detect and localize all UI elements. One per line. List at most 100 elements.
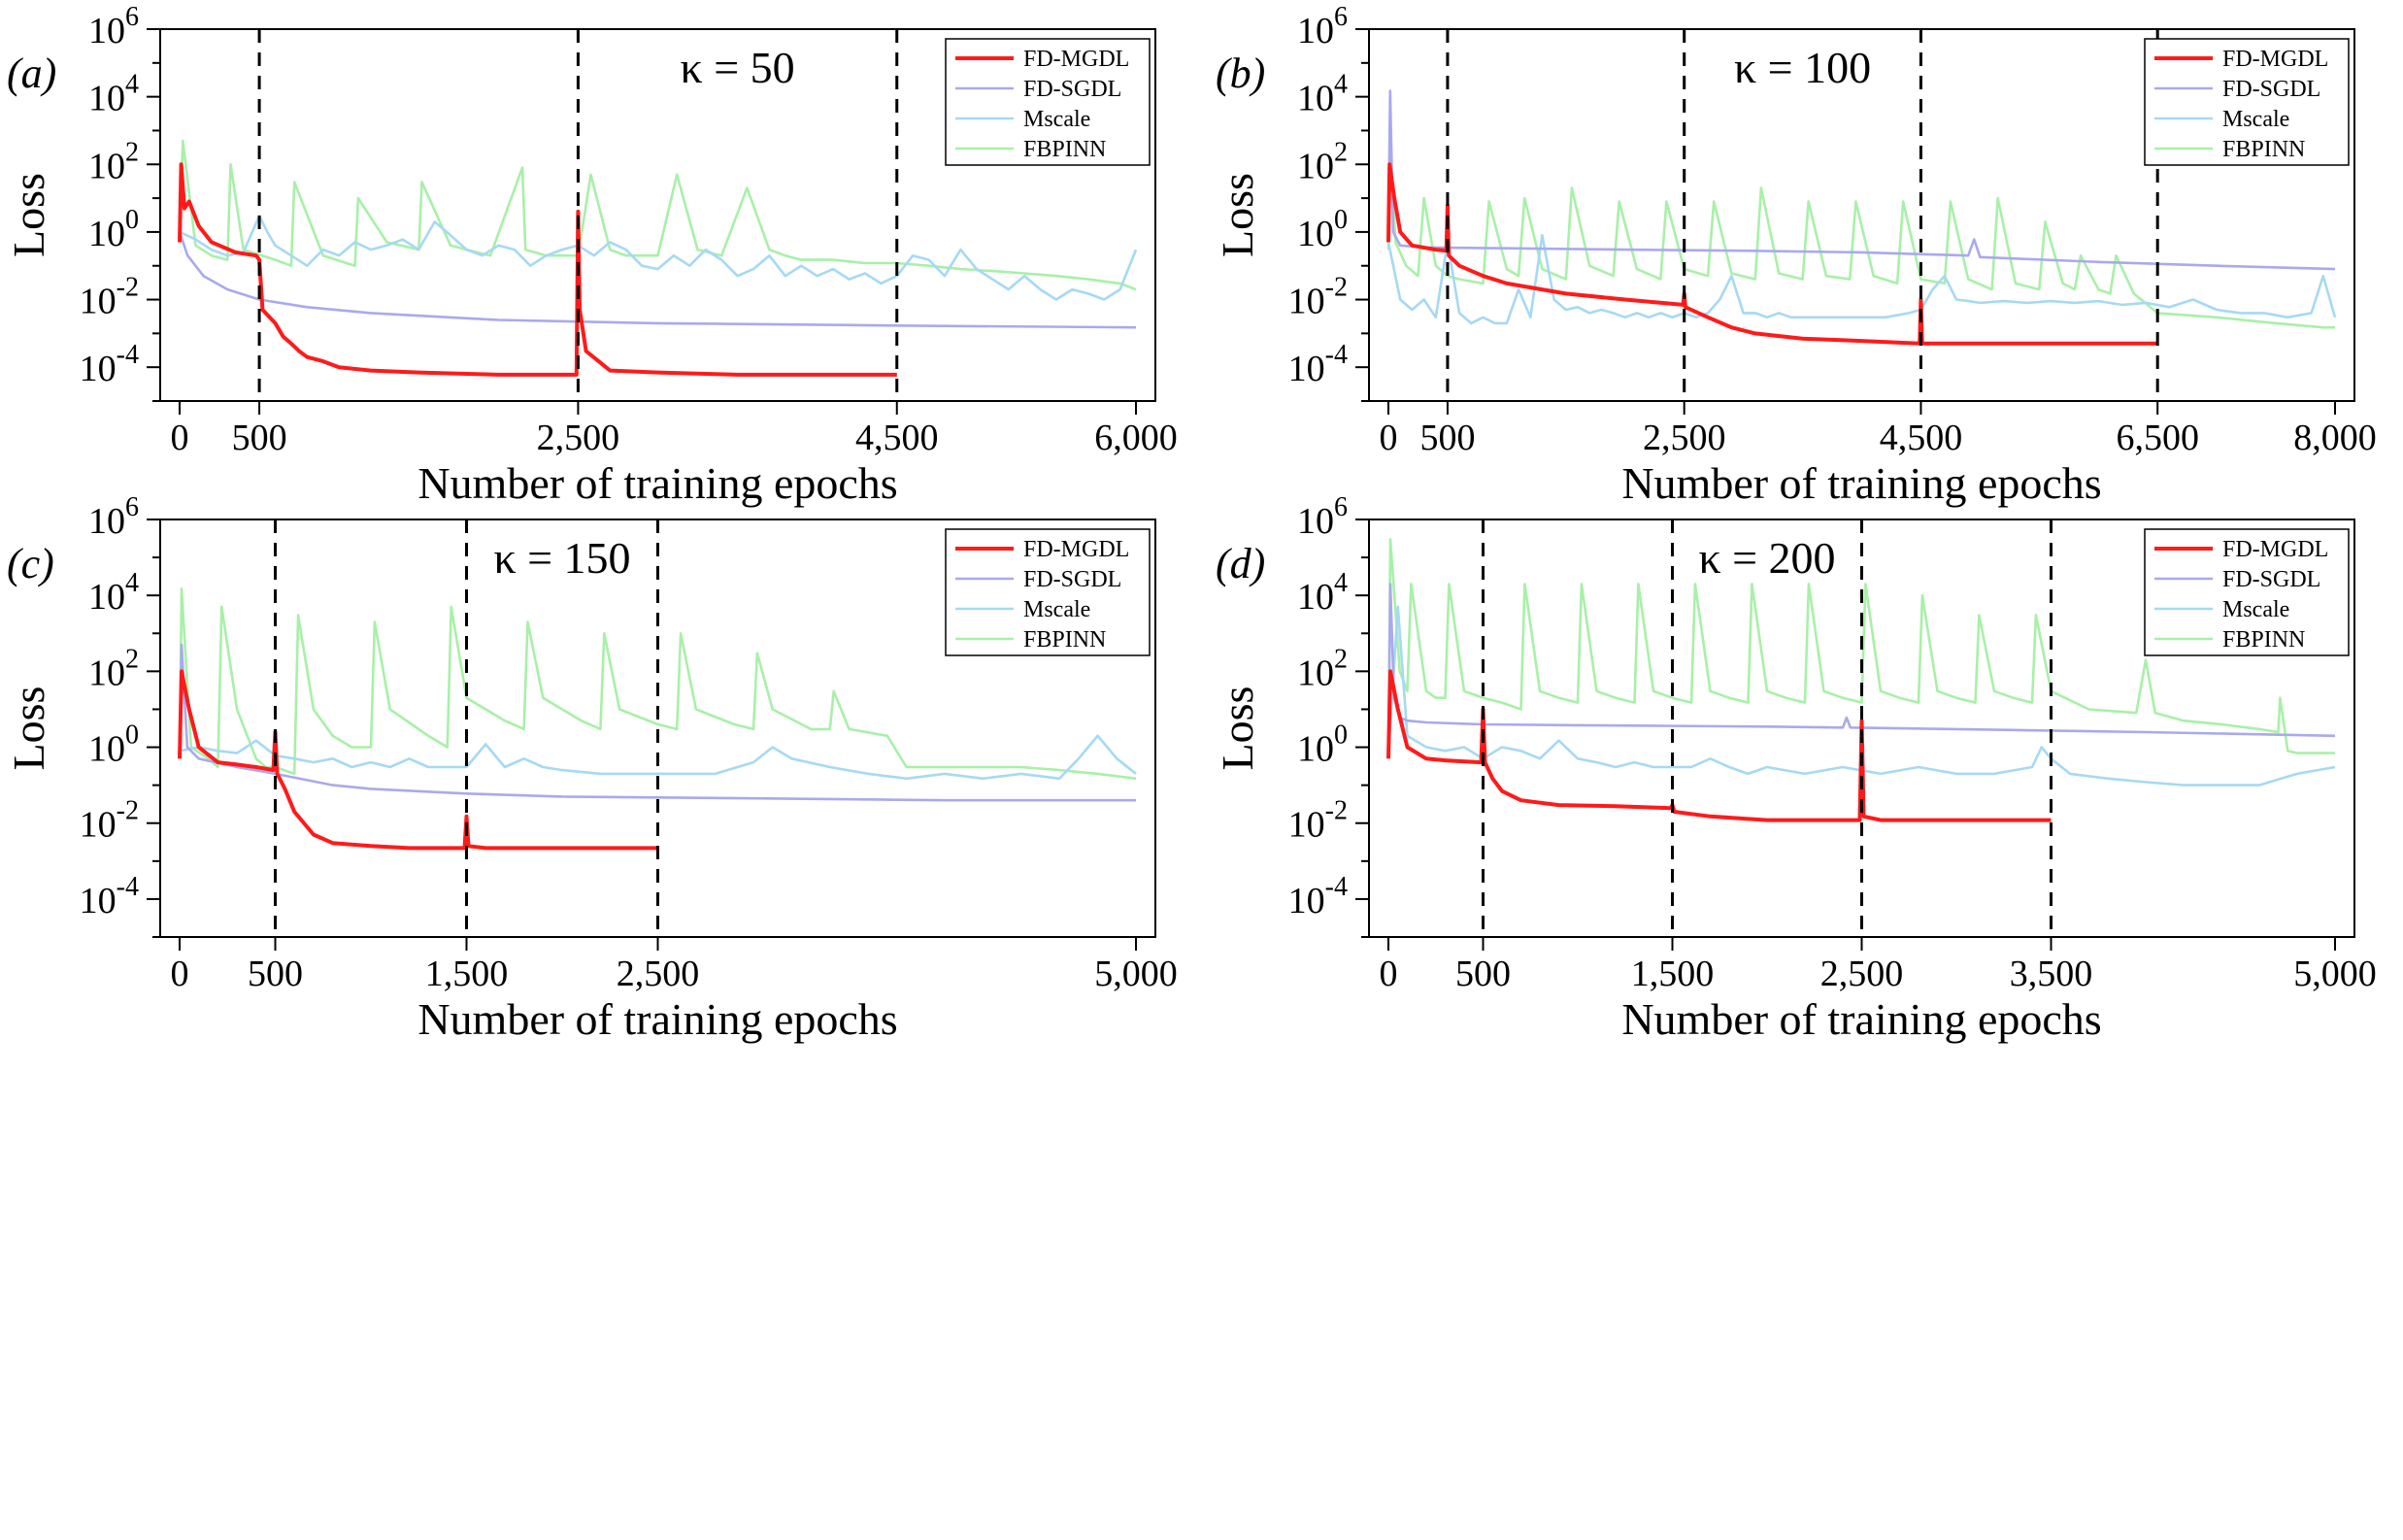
y-tick-exponent: 4 [125, 70, 139, 100]
series-line-fd-sgdl [1386, 89, 2336, 271]
y-tick-exponent: 2 [125, 644, 139, 674]
y-tick-exponent: 0 [125, 720, 139, 751]
y-tick-label: 100 [88, 205, 139, 254]
y-tick-label: 10-2 [80, 796, 139, 846]
y-tick-base: 10 [1288, 805, 1325, 846]
y-tick-exponent: -2 [117, 273, 139, 303]
series-line-fbpinn [178, 586, 1137, 781]
panel-label: (a) [7, 50, 56, 97]
y-tick-label: 104 [88, 568, 139, 618]
series-line-fd-sgdl [178, 231, 1137, 329]
y-tick-exponent: -4 [117, 872, 139, 902]
x-tick-label: 4,500 [855, 418, 939, 458]
x-tick-label: 0 [171, 954, 189, 994]
legend-entry-fbpinn: FBPINN [2222, 137, 2305, 162]
legend-entry-fd-sgdl: FD-SGDL [1023, 567, 1121, 592]
legend-entry-fbpinn: FBPINN [2222, 627, 2305, 653]
y-tick-exponent: 6 [125, 2, 139, 32]
legend-entry-mscale: Mscale [2222, 107, 2289, 132]
y-tick-label: 106 [1297, 2, 1348, 51]
legend-entry-mscale: Mscale [2222, 597, 2289, 622]
y-tick-label: 10-2 [1288, 273, 1348, 322]
series-line-fd-mgdl [178, 162, 897, 377]
legend-entry-fbpinn: FBPINN [1023, 627, 1106, 653]
y-tick-exponent: 6 [125, 492, 139, 522]
y-tick-exponent: 0 [125, 205, 139, 235]
y-tick-base: 10 [1297, 79, 1334, 119]
y-tick-base: 10 [1297, 146, 1334, 186]
y-tick-label: 10-4 [80, 340, 139, 389]
legend-entry-fbpinn: FBPINN [1023, 137, 1106, 162]
series-line-fd-mgdl [1386, 669, 2052, 822]
y-tick-exponent: 2 [1334, 644, 1348, 674]
y-tick-exponent: 4 [1334, 70, 1348, 100]
y-tick-base: 10 [88, 146, 125, 186]
x-tick-label: 8,000 [2293, 418, 2377, 458]
y-tick-base: 10 [88, 214, 125, 254]
x-tick-label: 0 [1380, 418, 1398, 458]
legend-entry-fd-sgdl: FD-SGDL [2222, 567, 2320, 592]
y-tick-exponent: 2 [1334, 137, 1348, 167]
y-tick-label: 106 [88, 492, 139, 542]
panel-label: (d) [1216, 540, 1265, 587]
series-line-fd-mgdl [1386, 162, 2158, 346]
legend: FD-MGDL FD-SGDL Mscale FBPINN [2144, 528, 2350, 656]
y-tick-base: 10 [1297, 214, 1334, 254]
kappa-annotation: κ = 50 [681, 43, 795, 92]
x-tick-label: 4,500 [1880, 418, 1963, 458]
y-tick-base: 10 [1297, 501, 1334, 542]
legend-entry-fd-mgdl: FD-MGDL [2222, 47, 2328, 72]
y-tick-base: 10 [1288, 881, 1325, 921]
y-axis-label: Loss [1213, 173, 1262, 257]
x-tick-label: 500 [248, 954, 303, 994]
y-tick-label: 104 [1297, 70, 1348, 119]
legend-entry-fd-mgdl: FD-MGDL [1023, 47, 1129, 72]
y-tick-base: 10 [80, 349, 117, 389]
legend-entry-fd-sgdl: FD-SGDL [2222, 77, 2320, 102]
y-tick-exponent: -4 [117, 340, 139, 370]
series-line-mscale [1386, 605, 2336, 787]
y-tick-exponent: -4 [1325, 340, 1348, 370]
series-line-mscale [179, 734, 1137, 781]
y-tick-base: 10 [1297, 577, 1334, 618]
x-tick-label: 500 [1419, 418, 1475, 458]
y-tick-label: 100 [88, 720, 139, 770]
y-tick-base: 10 [80, 282, 117, 322]
y-axis-label: Loss [1213, 686, 1262, 771]
y-tick-base: 10 [88, 501, 125, 542]
y-tick-label: 10-2 [80, 273, 139, 322]
y-tick-exponent: -4 [1325, 872, 1348, 902]
y-tick-base: 10 [80, 805, 117, 846]
kappa-annotation: κ = 200 [1698, 533, 1835, 583]
series-line-fbpinn [1386, 147, 2335, 329]
x-tick-label: 1,500 [425, 954, 509, 994]
x-tick-label: 2,500 [1820, 954, 1904, 994]
y-tick-base: 10 [88, 79, 125, 119]
y-tick-exponent: -2 [1325, 796, 1348, 826]
series-line-mscale [1386, 234, 2337, 325]
y-axis-label: Loss [4, 686, 53, 771]
x-axis-label: Number of training epochs [1621, 458, 2101, 508]
x-tick-label: 6,000 [1094, 418, 1178, 458]
y-tick-label: 100 [1297, 720, 1348, 770]
y-tick-label: 102 [88, 137, 139, 186]
series-line-mscale [179, 215, 1138, 301]
legend-entry-fd-mgdl: FD-MGDL [1023, 537, 1129, 562]
legend-entry-fd-mgdl: FD-MGDL [2222, 537, 2328, 562]
y-tick-label: 100 [1297, 205, 1348, 254]
y-tick-base: 10 [80, 881, 117, 921]
plot-frame [159, 28, 1156, 402]
x-axis-label: Number of training epochs [417, 458, 897, 508]
legend: FD-MGDL FD-SGDL Mscale FBPINN [945, 528, 1151, 656]
y-tick-label: 10-2 [1288, 796, 1348, 846]
x-tick-label: 0 [1380, 954, 1398, 994]
y-tick-base: 10 [1288, 349, 1325, 389]
y-tick-label: 104 [1297, 568, 1348, 618]
y-tick-exponent: -2 [1325, 273, 1348, 303]
y-axis-label: Loss [4, 173, 53, 257]
y-tick-label: 106 [88, 2, 139, 51]
